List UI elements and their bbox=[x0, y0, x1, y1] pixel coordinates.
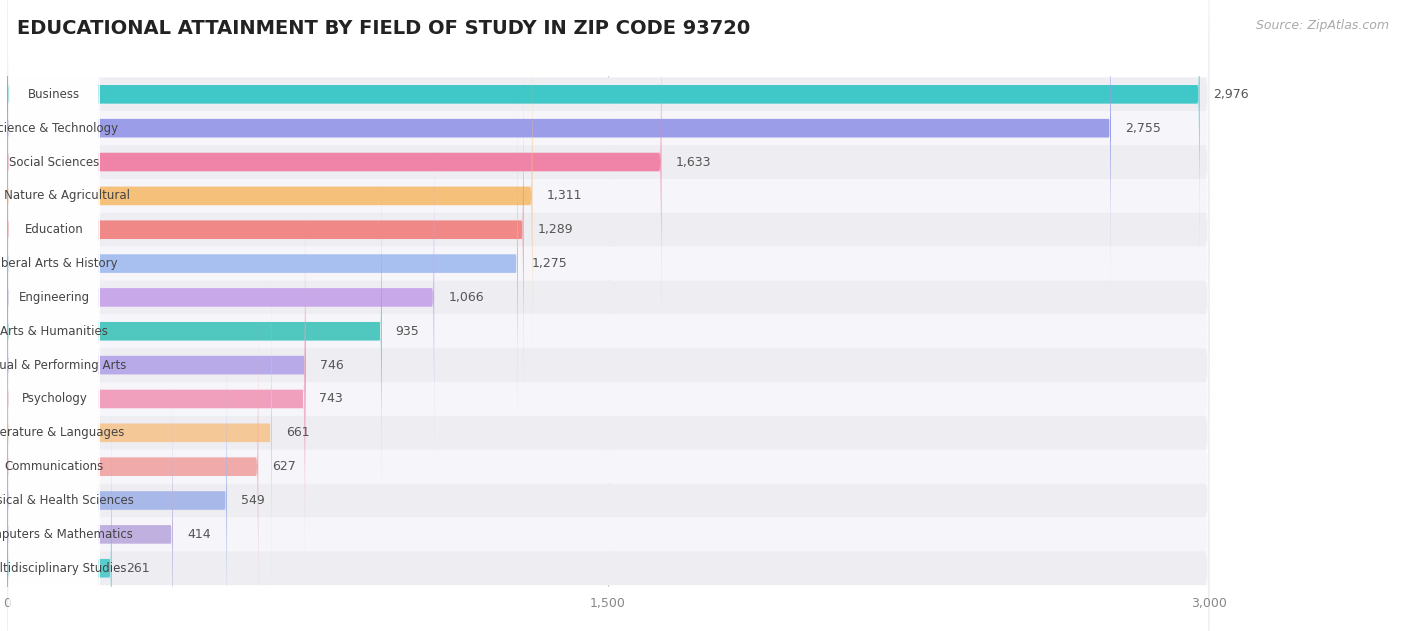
Text: Physical & Health Sciences: Physical & Health Sciences bbox=[0, 494, 134, 507]
FancyBboxPatch shape bbox=[8, 271, 100, 631]
FancyBboxPatch shape bbox=[8, 35, 100, 493]
FancyBboxPatch shape bbox=[7, 138, 434, 457]
FancyBboxPatch shape bbox=[7, 70, 523, 390]
FancyBboxPatch shape bbox=[8, 0, 100, 323]
FancyBboxPatch shape bbox=[7, 239, 305, 559]
Text: 414: 414 bbox=[187, 528, 211, 541]
FancyBboxPatch shape bbox=[7, 273, 271, 593]
Text: 2,976: 2,976 bbox=[1213, 88, 1249, 101]
FancyBboxPatch shape bbox=[7, 0, 1209, 450]
FancyBboxPatch shape bbox=[7, 0, 1209, 483]
FancyBboxPatch shape bbox=[7, 205, 307, 525]
FancyBboxPatch shape bbox=[7, 103, 517, 423]
Text: 935: 935 bbox=[395, 325, 419, 338]
Text: 1,066: 1,066 bbox=[449, 291, 484, 304]
FancyBboxPatch shape bbox=[7, 2, 661, 322]
FancyBboxPatch shape bbox=[7, 44, 1209, 551]
Text: 661: 661 bbox=[285, 427, 309, 439]
FancyBboxPatch shape bbox=[8, 305, 100, 631]
FancyBboxPatch shape bbox=[7, 281, 1209, 631]
FancyBboxPatch shape bbox=[7, 0, 1209, 416]
Text: 1,275: 1,275 bbox=[531, 257, 568, 270]
FancyBboxPatch shape bbox=[7, 341, 226, 631]
FancyBboxPatch shape bbox=[7, 0, 1199, 254]
FancyBboxPatch shape bbox=[7, 0, 1111, 288]
FancyBboxPatch shape bbox=[7, 145, 1209, 631]
FancyBboxPatch shape bbox=[7, 247, 1209, 631]
Text: Social Sciences: Social Sciences bbox=[10, 155, 100, 168]
Text: Business: Business bbox=[28, 88, 80, 101]
FancyBboxPatch shape bbox=[7, 307, 259, 627]
FancyBboxPatch shape bbox=[8, 204, 100, 631]
Text: Psychology: Psychology bbox=[21, 392, 87, 406]
Text: 1,633: 1,633 bbox=[675, 155, 711, 168]
Text: 261: 261 bbox=[125, 562, 149, 575]
FancyBboxPatch shape bbox=[8, 0, 100, 425]
Text: Multidisciplinary Studies: Multidisciplinary Studies bbox=[0, 562, 127, 575]
Text: EDUCATIONAL ATTAINMENT BY FIELD OF STUDY IN ZIP CODE 93720: EDUCATIONAL ATTAINMENT BY FIELD OF STUDY… bbox=[17, 19, 751, 38]
FancyBboxPatch shape bbox=[7, 408, 111, 631]
Text: Communications: Communications bbox=[4, 460, 104, 473]
FancyBboxPatch shape bbox=[7, 36, 533, 356]
Text: 2,755: 2,755 bbox=[1125, 122, 1161, 134]
FancyBboxPatch shape bbox=[7, 179, 1209, 631]
FancyBboxPatch shape bbox=[8, 0, 100, 391]
FancyBboxPatch shape bbox=[8, 339, 100, 631]
Text: Science & Technology: Science & Technology bbox=[0, 122, 118, 134]
Text: 1,311: 1,311 bbox=[547, 189, 582, 203]
Text: Arts & Humanities: Arts & Humanities bbox=[0, 325, 108, 338]
FancyBboxPatch shape bbox=[7, 78, 1209, 585]
FancyBboxPatch shape bbox=[7, 172, 381, 491]
FancyBboxPatch shape bbox=[8, 102, 100, 560]
FancyBboxPatch shape bbox=[7, 111, 1209, 619]
Text: 1,289: 1,289 bbox=[537, 223, 574, 236]
Text: 743: 743 bbox=[319, 392, 343, 406]
FancyBboxPatch shape bbox=[7, 0, 1209, 348]
Text: Source: ZipAtlas.com: Source: ZipAtlas.com bbox=[1256, 19, 1389, 32]
Text: Bio, Nature & Agricultural: Bio, Nature & Agricultural bbox=[0, 189, 131, 203]
FancyBboxPatch shape bbox=[7, 9, 1209, 517]
FancyBboxPatch shape bbox=[7, 374, 173, 631]
FancyBboxPatch shape bbox=[8, 68, 100, 526]
FancyBboxPatch shape bbox=[8, 1, 100, 459]
Text: Computers & Mathematics: Computers & Mathematics bbox=[0, 528, 134, 541]
Text: Literature & Languages: Literature & Languages bbox=[0, 427, 124, 439]
Text: 549: 549 bbox=[240, 494, 264, 507]
Text: Education: Education bbox=[25, 223, 84, 236]
Text: 627: 627 bbox=[273, 460, 297, 473]
FancyBboxPatch shape bbox=[8, 238, 100, 631]
FancyBboxPatch shape bbox=[8, 170, 100, 628]
FancyBboxPatch shape bbox=[7, 213, 1209, 631]
FancyBboxPatch shape bbox=[8, 136, 100, 594]
Text: Liberal Arts & History: Liberal Arts & History bbox=[0, 257, 118, 270]
FancyBboxPatch shape bbox=[7, 314, 1209, 631]
Text: 746: 746 bbox=[321, 358, 343, 372]
FancyBboxPatch shape bbox=[8, 0, 100, 357]
FancyBboxPatch shape bbox=[7, 0, 1209, 382]
Text: Visual & Performing Arts: Visual & Performing Arts bbox=[0, 358, 127, 372]
Text: Engineering: Engineering bbox=[18, 291, 90, 304]
